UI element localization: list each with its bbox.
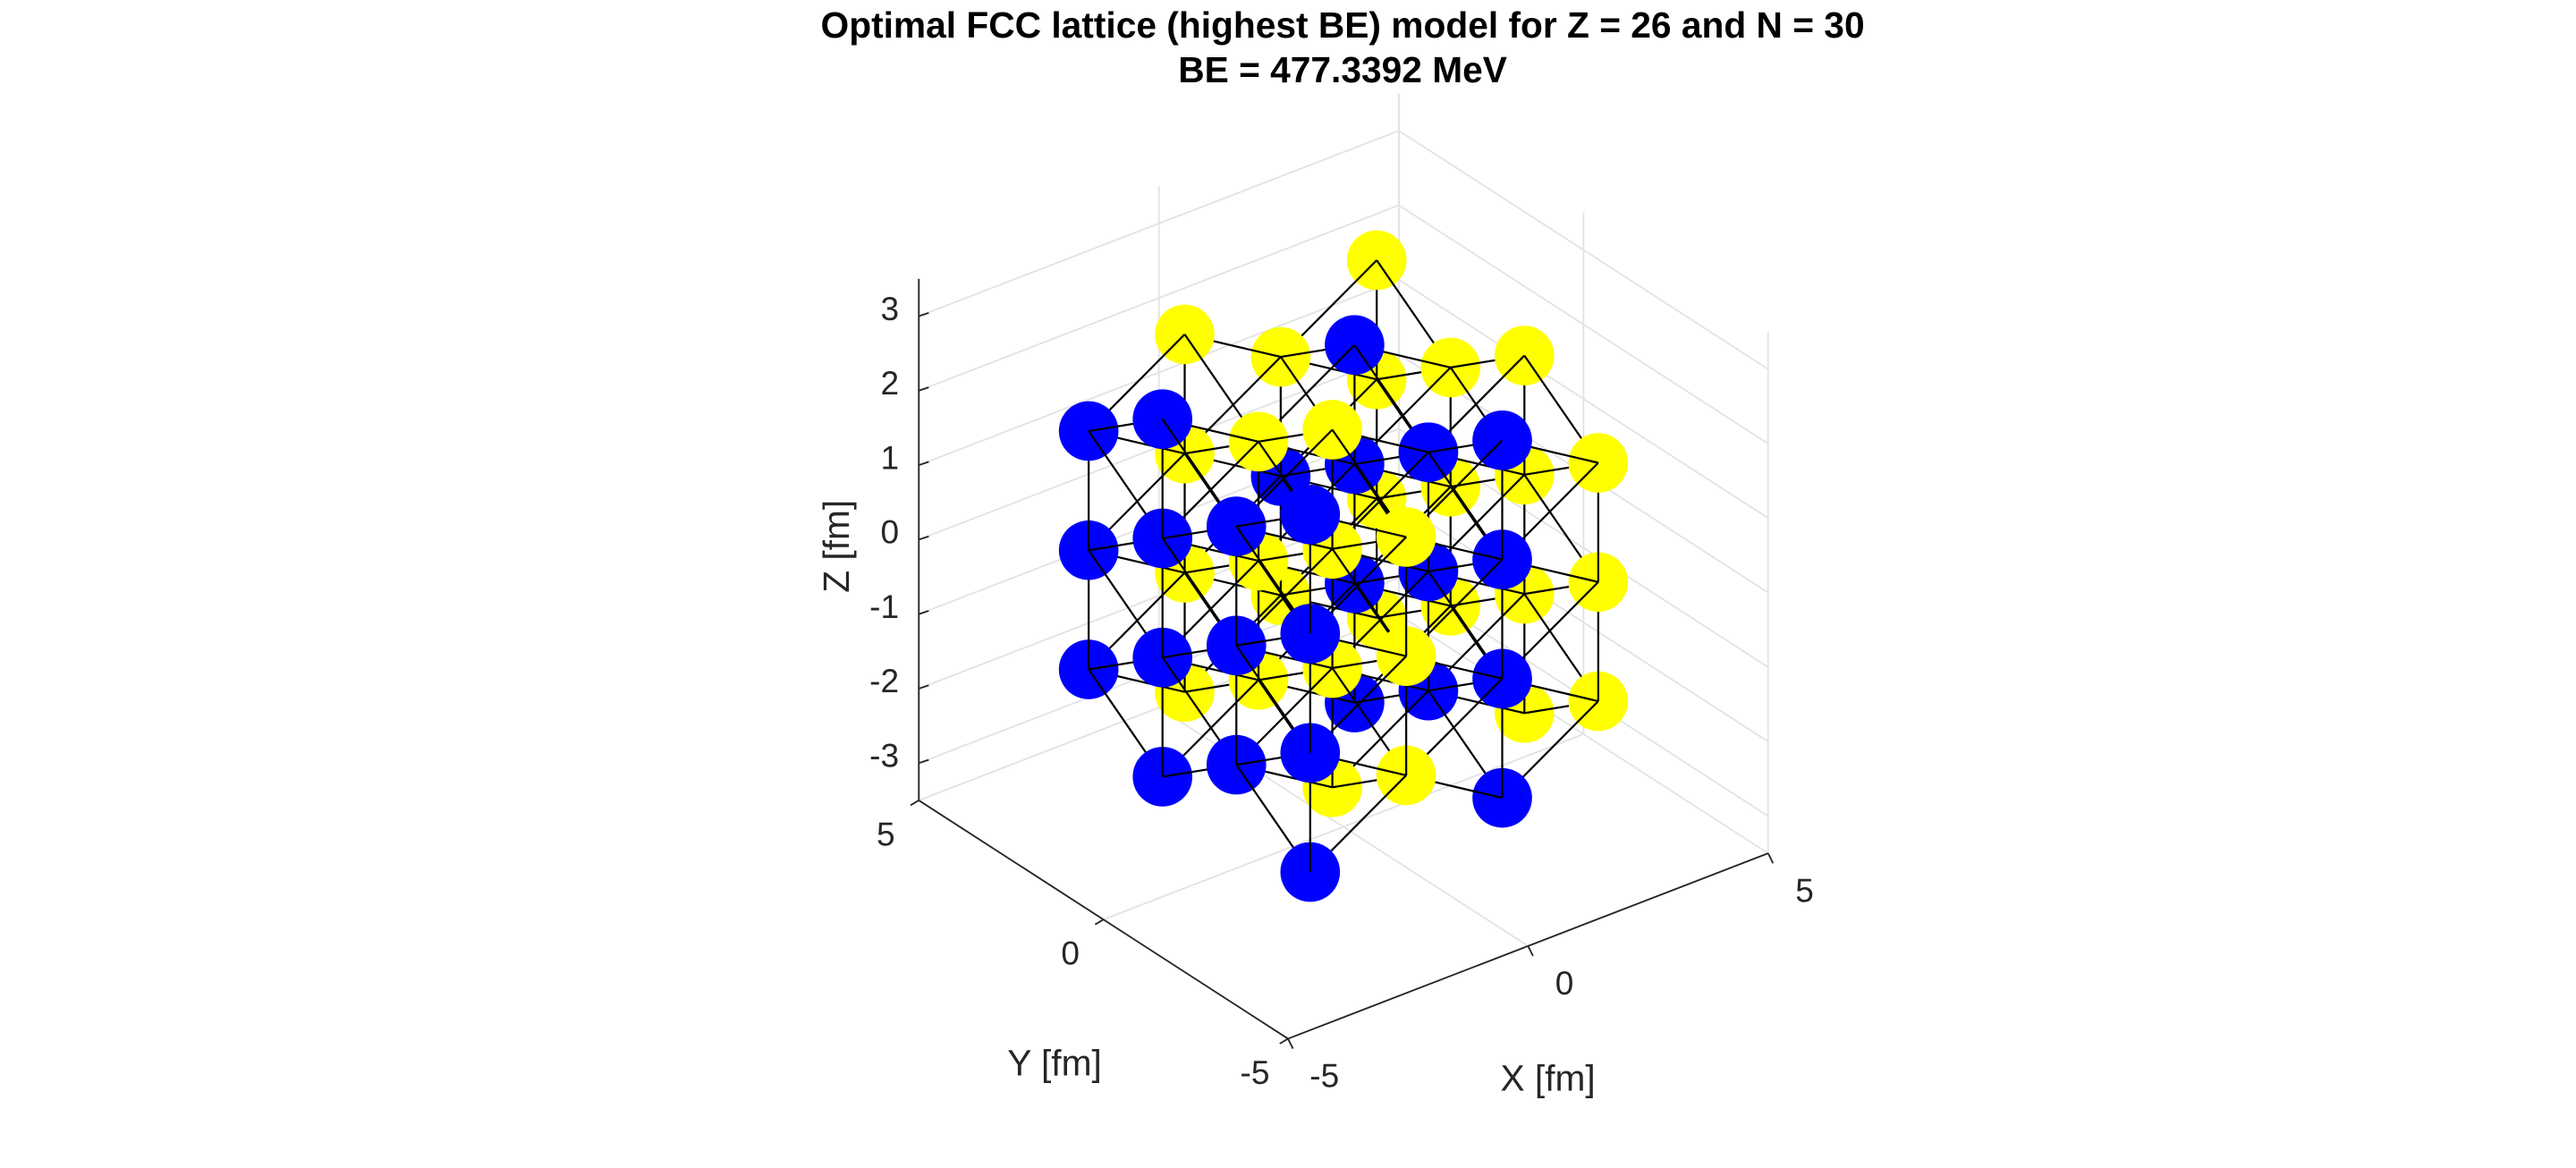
z-tick-label: -3: [869, 736, 899, 774]
z-axis-label: Z [fm]: [816, 500, 857, 593]
y-axis: [918, 800, 1289, 1040]
z-tick: [918, 311, 929, 317]
z-tick: [918, 461, 929, 466]
z-tick: [918, 758, 929, 765]
y-axis-label: Y [fm]: [1007, 1043, 1102, 1084]
y-tick: [910, 800, 919, 807]
z-tick-label: -1: [869, 588, 899, 625]
x-tick: [1287, 1038, 1294, 1049]
x-axis-label: X [fm]: [1500, 1057, 1595, 1098]
grid-line: [918, 130, 1400, 317]
grid-line: [1398, 130, 1769, 370]
grid-line: [1103, 733, 1584, 921]
grid-line: [918, 204, 1400, 392]
grid-line: [1398, 502, 1769, 742]
z-tick: [918, 610, 929, 615]
chart-title: Optimal FCC lattice (highest BE) model f…: [821, 4, 1865, 46]
grid-line: [918, 278, 1400, 466]
y-tick: [1094, 918, 1105, 926]
grid-line: [1398, 279, 1769, 520]
z-tick: [918, 386, 929, 392]
z-tick-label: 1: [880, 438, 899, 476]
z-tick: [918, 535, 929, 541]
z-tick-label: 2: [880, 364, 899, 402]
z-tick: [918, 684, 929, 690]
x-tick: [1767, 852, 1775, 864]
z-tick-label: 0: [880, 513, 899, 551]
x-tick-label: 5: [1795, 871, 1814, 909]
grid-line: [1398, 204, 1769, 444]
chart-subtitle: BE = 477.3392 MeV: [1178, 49, 1507, 90]
z-tick-label: -2: [869, 662, 899, 699]
y-tick: [1279, 1037, 1289, 1045]
x-tick: [1527, 945, 1534, 957]
z-tick-label: 3: [880, 290, 899, 327]
nucleon: [1280, 484, 1341, 545]
y-tick-label: 0: [1061, 935, 1080, 972]
y-tick-label: -5: [1241, 1054, 1270, 1091]
x-tick-label: -5: [1309, 1057, 1339, 1095]
y-tick-label: 5: [877, 815, 895, 852]
x-tick-label: 0: [1555, 964, 1574, 1002]
